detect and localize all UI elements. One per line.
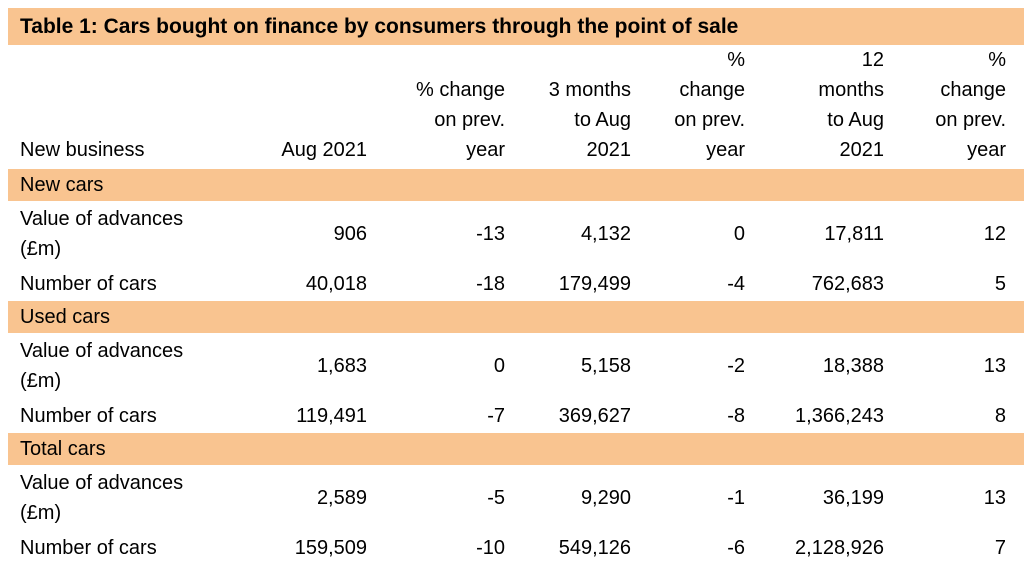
- row-label: Value of advances (£m): [20, 207, 184, 260]
- table-row-used-cars-value: Value of advances (£m) 1,683 0 5,158 -2 …: [8, 333, 1024, 398]
- cell-value: -8: [727, 404, 745, 427]
- row-label: Value of advances (£m): [20, 471, 184, 524]
- cell-value: -1: [727, 486, 745, 509]
- col-header-12-months: 12 months to Aug 2021: [818, 49, 884, 161]
- section-header-new-cars: New cars: [8, 169, 1024, 201]
- row-label: Number of cars: [20, 404, 157, 427]
- col-header-pct-change-12m: % change on prev. year: [935, 49, 1006, 161]
- cell-value: 906: [333, 222, 367, 245]
- cell-value: 159,509: [294, 536, 367, 559]
- table-row-used-cars-number: Number of cars 119,491 -7 369,627 -8 1,3…: [8, 398, 1024, 433]
- cell-value: 7: [994, 536, 1006, 559]
- cell-value: 0: [733, 222, 745, 245]
- cell-value: -18: [476, 272, 505, 295]
- section-label: New cars: [8, 169, 1024, 201]
- col-header-new-business: New business: [20, 139, 145, 161]
- col-header-pct-change-month: % change on prev. year: [416, 79, 505, 161]
- cell-value: 9,290: [580, 486, 631, 509]
- cell-value: 40,018: [305, 272, 367, 295]
- section-header-total-cars: Total cars: [8, 433, 1024, 465]
- cell-value: -10: [476, 536, 505, 559]
- cell-value: 4,132: [580, 222, 631, 245]
- cell-value: -5: [487, 486, 505, 509]
- table-row-total-cars-number: Number of cars 159,509 -10 549,126 -6 2,…: [8, 530, 1024, 565]
- cell-value: -7: [487, 404, 505, 427]
- finance-table: Table 1: Cars bought on finance by consu…: [8, 8, 1024, 565]
- col-header-aug-2021: Aug 2021: [281, 139, 367, 161]
- cell-value: 119,491: [296, 404, 367, 427]
- col-header-pct-change-3m: % change on prev. year: [674, 49, 745, 161]
- cell-value: 762,683: [811, 272, 884, 295]
- cell-value: 1,366,243: [795, 404, 884, 427]
- table-title: Table 1: Cars bought on finance by consu…: [8, 8, 1024, 45]
- section-header-used-cars: Used cars: [8, 301, 1024, 333]
- row-label: Value of advances (£m): [20, 339, 184, 392]
- section-label: Used cars: [8, 301, 1024, 333]
- cell-value: 5: [994, 272, 1006, 295]
- header-row: New business Aug 2021 % change on prev. …: [8, 45, 1024, 169]
- cell-value: 549,126: [558, 536, 631, 559]
- cell-value: -4: [727, 272, 745, 295]
- cell-value: 36,199: [822, 486, 884, 509]
- row-label: Number of cars: [20, 536, 157, 559]
- cell-value: 1,683: [316, 354, 367, 377]
- cell-value: 2,128,926: [795, 536, 884, 559]
- table-row-total-cars-value: Value of advances (£m) 2,589 -5 9,290 -1…: [8, 465, 1024, 530]
- cell-value: 0: [493, 354, 505, 377]
- cell-value: 18,388: [822, 354, 884, 377]
- cell-value: 369,627: [558, 404, 631, 427]
- row-label: Number of cars: [20, 272, 157, 295]
- cell-value: 12: [983, 222, 1006, 245]
- cell-value: 2,589: [316, 486, 367, 509]
- cell-value: 179,499: [558, 272, 631, 295]
- cell-value: 8: [994, 404, 1006, 427]
- table-row-new-cars-value: Value of advances (£m) 906 -13 4,132 0 1…: [8, 201, 1024, 266]
- cell-value: -6: [727, 536, 745, 559]
- cell-value: 13: [983, 354, 1006, 377]
- cell-value: -2: [727, 354, 745, 377]
- cell-value: 17,811: [824, 222, 884, 245]
- cell-value: 13: [983, 486, 1006, 509]
- section-label: Total cars: [8, 433, 1024, 465]
- data-table: New business Aug 2021 % change on prev. …: [8, 45, 1024, 565]
- col-header-3-months: 3 months to Aug 2021: [548, 79, 631, 161]
- cell-value: 5,158: [580, 354, 631, 377]
- table-row-new-cars-number: Number of cars 40,018 -18 179,499 -4 762…: [8, 266, 1024, 301]
- cell-value: -13: [476, 222, 505, 245]
